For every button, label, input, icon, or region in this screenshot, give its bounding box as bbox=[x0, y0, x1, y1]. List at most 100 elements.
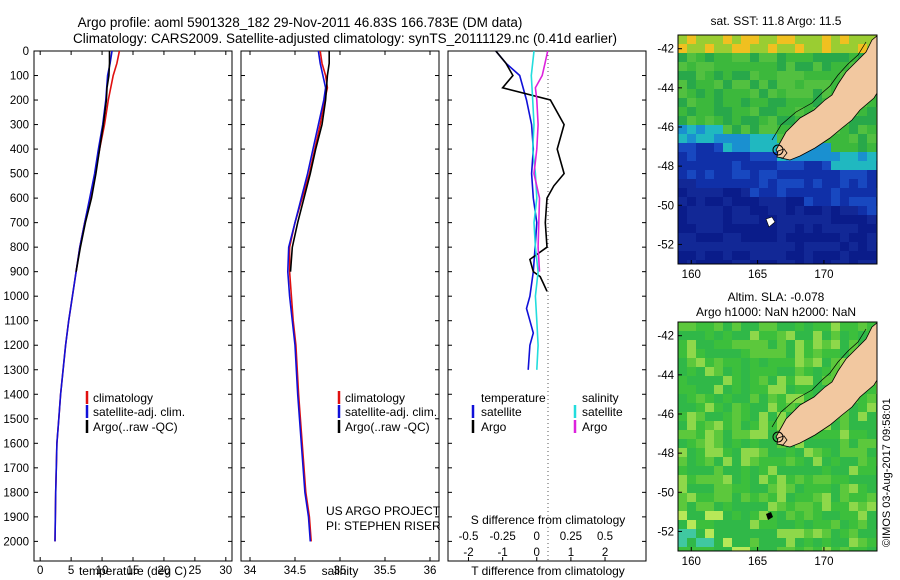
sla-cell bbox=[741, 394, 750, 403]
sla-cell bbox=[840, 547, 849, 551]
sla-cell bbox=[822, 529, 831, 538]
sst-cell bbox=[705, 98, 714, 107]
legend-title-temperature: temperature bbox=[481, 391, 546, 405]
sst-cell bbox=[804, 215, 813, 224]
sst-cell bbox=[768, 80, 777, 89]
sla-cell bbox=[714, 367, 723, 376]
series-line-argo-raw-qc- bbox=[75, 51, 111, 272]
x-tick-label: 20 bbox=[158, 565, 171, 577]
sla-cell bbox=[768, 394, 777, 403]
depth-tick-label: 200 bbox=[10, 95, 29, 107]
sla-cell bbox=[795, 331, 804, 340]
sst-cell bbox=[687, 224, 696, 233]
depth-tick-label: 800 bbox=[10, 242, 29, 254]
sst-cell bbox=[795, 233, 804, 242]
sla-cell bbox=[723, 367, 732, 376]
map-lon-label: 165 bbox=[748, 556, 767, 568]
sst-cell bbox=[849, 188, 858, 197]
sla-cell bbox=[813, 430, 822, 439]
sla-cell bbox=[732, 484, 741, 493]
sla-cell bbox=[849, 520, 858, 529]
sla-cell bbox=[687, 385, 696, 394]
s-tick-label: -0.25 bbox=[490, 531, 516, 543]
sla-cell bbox=[867, 511, 876, 520]
sla-cell bbox=[714, 421, 723, 430]
sla-cell bbox=[732, 493, 741, 502]
x-tick-label: 0 bbox=[37, 565, 43, 577]
sla-cell bbox=[741, 358, 750, 367]
sst-cell bbox=[750, 62, 759, 71]
sla-cell bbox=[831, 529, 840, 538]
depth-axis: 0 100 200 300 400 500 600 700 800 900 1000 1100 1200… bbox=[3, 46, 646, 548]
sst-cell bbox=[858, 44, 867, 53]
sla-cell bbox=[786, 385, 795, 394]
depth-tick-label: 1300 bbox=[3, 365, 29, 377]
sst-cell bbox=[696, 188, 705, 197]
sst-cell bbox=[822, 71, 831, 80]
sst-cell bbox=[741, 152, 750, 161]
sla-cell bbox=[723, 376, 732, 385]
sst-cell bbox=[705, 125, 714, 134]
sla-cell bbox=[759, 394, 768, 403]
sla-cell bbox=[750, 439, 759, 448]
x-tick-label: 5 bbox=[68, 565, 74, 577]
sst-cell bbox=[696, 44, 705, 53]
sst-cell bbox=[867, 179, 876, 188]
sst-cell bbox=[777, 188, 786, 197]
sst-cell bbox=[768, 206, 777, 215]
sst-cell bbox=[732, 152, 741, 161]
sla-cell bbox=[777, 358, 786, 367]
legend-label-satellite: satellite-adj. clim. bbox=[93, 405, 185, 419]
sst-cell bbox=[786, 53, 795, 62]
sla-cell bbox=[723, 358, 732, 367]
sst-cell bbox=[723, 98, 732, 107]
sla-cell bbox=[849, 340, 858, 349]
sst-cell bbox=[750, 179, 759, 188]
sla-cell bbox=[831, 439, 840, 448]
sla-cell bbox=[759, 430, 768, 439]
sla-cell bbox=[804, 529, 813, 538]
map-lon-label: 160 bbox=[682, 556, 701, 568]
sst-cell bbox=[867, 242, 876, 251]
sst-cell bbox=[831, 143, 840, 152]
sla-cell bbox=[777, 520, 786, 529]
sla-cell bbox=[732, 520, 741, 529]
sla-cell bbox=[714, 376, 723, 385]
sla-cell bbox=[804, 457, 813, 466]
sst-cell bbox=[777, 233, 786, 242]
sla-cell bbox=[759, 466, 768, 475]
sla-cell bbox=[714, 412, 723, 421]
sla-cell bbox=[822, 349, 831, 358]
sst-cell bbox=[813, 89, 822, 98]
sst-cell bbox=[714, 188, 723, 197]
sla-cell bbox=[687, 376, 696, 385]
sla-cell bbox=[867, 538, 876, 547]
sla-cell bbox=[714, 520, 723, 529]
sst-cell bbox=[723, 143, 732, 152]
sst-cell bbox=[732, 44, 741, 53]
sst-cell bbox=[777, 125, 786, 134]
sst-cell bbox=[687, 233, 696, 242]
sla-cell bbox=[813, 349, 822, 358]
sst-cell bbox=[849, 242, 858, 251]
sst-cell bbox=[858, 260, 867, 264]
sst-cell bbox=[741, 188, 750, 197]
sla-cell bbox=[696, 385, 705, 394]
sst-cell bbox=[696, 143, 705, 152]
sst-cell bbox=[858, 143, 867, 152]
sst-cell bbox=[822, 197, 831, 206]
sla-cell bbox=[840, 493, 849, 502]
sla-cell bbox=[687, 529, 696, 538]
sla-cell bbox=[678, 529, 687, 538]
sla-cell bbox=[795, 520, 804, 529]
sla-cell bbox=[741, 475, 750, 484]
sla-cell bbox=[696, 340, 705, 349]
sst-cell bbox=[678, 179, 687, 188]
sla-cell bbox=[840, 412, 849, 421]
sst-cell bbox=[831, 233, 840, 242]
sla-cell bbox=[678, 358, 687, 367]
sst-cell bbox=[822, 44, 831, 53]
sla-cell bbox=[759, 322, 768, 331]
sla-cell bbox=[795, 394, 804, 403]
sla-cell bbox=[831, 547, 840, 551]
